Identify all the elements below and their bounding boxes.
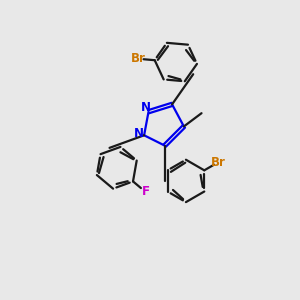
Text: N: N xyxy=(141,101,151,114)
Text: N: N xyxy=(134,127,144,140)
Text: Br: Br xyxy=(211,156,226,169)
Text: F: F xyxy=(141,185,149,198)
Text: Br: Br xyxy=(131,52,146,65)
